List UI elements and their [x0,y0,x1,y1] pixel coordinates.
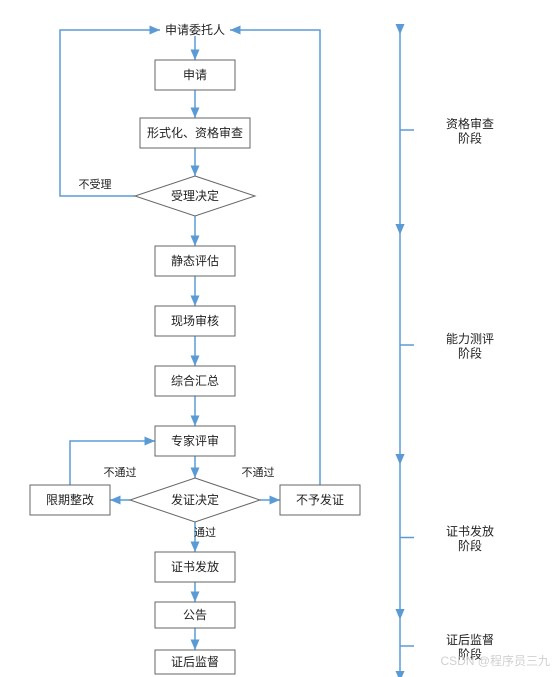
node-label: 受理决定 [171,188,219,203]
node-label: 证书发放 [171,559,219,574]
node-label: 发证决定 [171,492,219,507]
phase-label-0: 资格审查阶段 [446,116,494,145]
edge-n10-n0 [230,30,320,485]
node-label: 不予发证 [296,492,344,507]
phase-label-1: 能力测评阶段 [446,332,494,360]
node-label: 证后监督 [171,654,219,669]
node-label: 专家评审 [171,433,219,448]
phase-label-2: 证书发放阶段 [446,524,494,553]
node-n0: 申请委托人 [165,23,225,37]
node-label: 综合汇总 [171,373,219,388]
node-label: 申请 [183,68,207,82]
edge-label: 不通过 [242,466,275,479]
node-label: 形式化、资格审查 [147,125,243,140]
phase-label-3: 证后监督阶段 [446,632,494,661]
node-label: 静态评估 [171,254,219,268]
edge-label: 不受理 [79,178,112,191]
edge-label: 不通过 [104,466,137,479]
edge-label: 通过 [194,526,216,539]
node-label: 公告 [183,608,207,622]
node-label: 限期整改 [46,492,94,507]
node-label: 现场审核 [171,313,219,328]
flowchart-canvas: 通过 不受理不通过 不通过 申请委托人申请形式化、资格审查受理决定静态评估现场审核综合… [0,0,560,677]
edge-n3-n0 [60,30,160,196]
